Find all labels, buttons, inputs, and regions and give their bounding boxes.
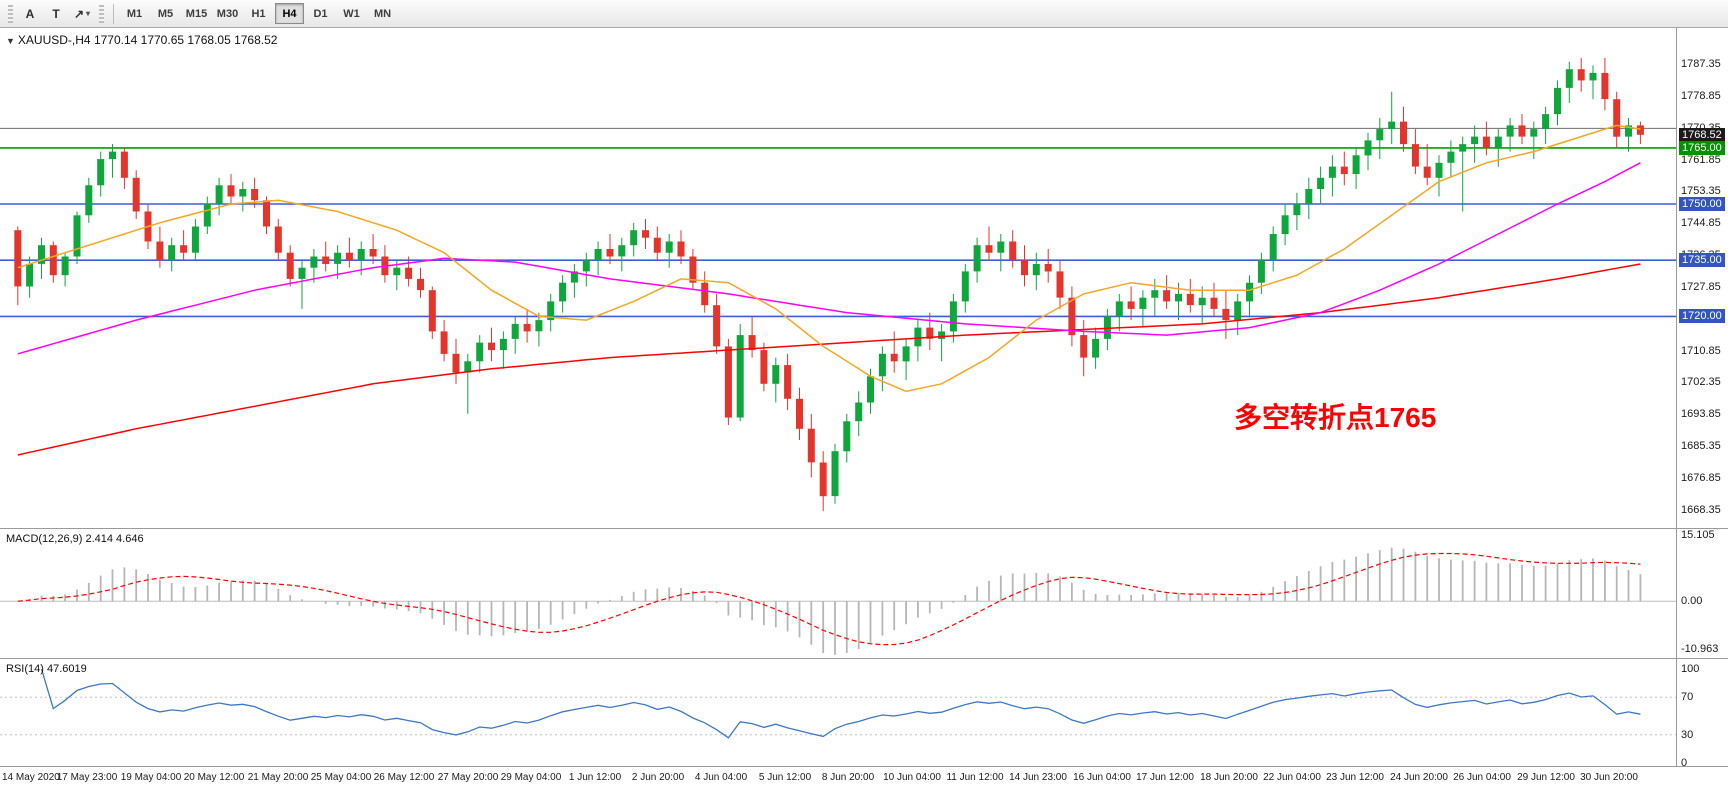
time-axis-label: 17 May 23:00 — [56, 772, 118, 783]
time-axis-label: 5 Jun 12:00 — [758, 772, 812, 783]
main-candlestick-plot[interactable] — [0, 28, 1676, 528]
time-axis-label: 27 May 20:00 — [437, 772, 499, 783]
axis-tick-label: -10.963 — [1681, 643, 1719, 655]
chart-symbol-period: XAUUSD-,H4 — [17, 33, 91, 47]
panel-divider[interactable] — [0, 658, 1728, 659]
axis-tick-label: 1710.85 — [1681, 345, 1721, 357]
time-axis-label: 16 Jun 04:00 — [1073, 772, 1131, 783]
timeframe-button-m5[interactable]: M5 — [157, 7, 174, 20]
axis-tick-label: 30 — [1681, 729, 1694, 741]
macd-indicator-plot[interactable] — [0, 529, 1676, 658]
timeframe-button-d1[interactable]: D1 — [313, 7, 328, 20]
time-axis-label: 18 Jun 20:00 — [1200, 772, 1258, 783]
arrow-draw-tool[interactable]: ↗ ▾ — [73, 6, 91, 21]
chart-title: ▼ XAUUSD-,H4 1770.14 1770.65 1768.05 1768… — [6, 33, 277, 47]
time-axis-label: 19 May 04:00 — [120, 772, 182, 783]
timeframe-button-m15[interactable]: M15 — [185, 7, 208, 20]
price-badge-1720.00: 1720.00 — [1679, 309, 1725, 323]
time-axis-label: 2 Jun 20:00 — [631, 772, 685, 783]
time-axis-label: 4 Jun 04:00 — [694, 772, 748, 783]
time-axis-label: 24 Jun 20:00 — [1390, 772, 1448, 783]
time-axis-label: 10 Jun 04:00 — [883, 772, 941, 783]
text-tool[interactable]: T — [52, 6, 60, 21]
time-axis-label: 20 May 12:00 — [183, 772, 245, 783]
time-axis-label: 14 Jun 23:00 — [1009, 772, 1067, 783]
axis-tick-label: 1727.85 — [1681, 281, 1721, 293]
toolbar-separator — [113, 3, 114, 24]
axis-tick-label: 1753.35 — [1681, 185, 1721, 197]
symbol-menu-arrow-icon[interactable]: ▼ — [6, 36, 15, 46]
time-axis-label: 29 Jun 12:00 — [1517, 772, 1575, 783]
rsi-label: RSI(14) 47.6019 — [6, 663, 87, 675]
toolbar-grip-icon[interactable] — [8, 4, 13, 23]
timeframe-button-m30[interactable]: M30 — [216, 7, 239, 20]
time-axis-label: 30 Jun 20:00 — [1580, 772, 1638, 783]
chart-area: ▼ XAUUSD-,H4 1770.14 1770.65 1768.05 1768… — [0, 28, 1728, 794]
timeframe-button-m1[interactable]: M1 — [126, 7, 143, 20]
toolbar-grip-icon[interactable] — [99, 4, 104, 23]
time-axis-label: 26 Jun 04:00 — [1453, 772, 1511, 783]
price-axis-divider — [1676, 28, 1677, 767]
axis-tick-label: 1778.85 — [1681, 90, 1721, 102]
timeframe-button-w1[interactable]: W1 — [343, 7, 360, 20]
time-axis[interactable]: 14 May 2020 17 May 23:00 19 May 04:00 20 Ma… — [0, 767, 1676, 794]
time-axis-label: 11 Jun 12:00 — [946, 772, 1004, 783]
axis-tick-label: 1693.85 — [1681, 408, 1721, 420]
panel-divider[interactable] — [0, 528, 1728, 529]
time-axis-label: 29 May 04:00 — [500, 772, 562, 783]
axis-tick-label: 100 — [1681, 663, 1700, 675]
time-axis-label: 26 May 12:00 — [373, 772, 435, 783]
axis-tick-label: 1761.85 — [1681, 154, 1721, 166]
chart-ohlc-values: 1770.14 1770.65 1768.05 1768.52 — [93, 33, 278, 47]
axis-tick-label: 1668.35 — [1681, 504, 1721, 516]
axis-tick-label: 1787.35 — [1681, 58, 1721, 70]
price-badge-1750.00: 1750.00 — [1679, 197, 1725, 211]
axis-tick-label: 1744.85 — [1681, 217, 1721, 229]
top-toolbar: A T ↗ ▾ M1 M5 M15 M30 H1 H4 D1 W1 MN — [0, 0, 1728, 28]
price-badge-1765.00: 1765.00 — [1679, 141, 1725, 155]
rsi-indicator-plot[interactable] — [0, 659, 1676, 766]
axis-tick-label: 0 — [1681, 757, 1688, 769]
chart-annotation-text[interactable]: 多空转折点1765 — [1234, 402, 1437, 433]
time-axis-label: 17 Jun 12:00 — [1136, 772, 1194, 783]
time-axis-label: 25 May 04:00 — [310, 772, 372, 783]
timeframe-button-mn[interactable]: MN — [373, 7, 392, 20]
dropdown-arrow-icon[interactable]: ▾ — [86, 9, 91, 18]
time-axis-label: 21 May 20:00 — [247, 772, 309, 783]
axis-tick-label: 1676.85 — [1681, 472, 1721, 484]
axis-tick-label: 1685.35 — [1681, 440, 1721, 452]
time-axis-label: 22 Jun 04:00 — [1263, 772, 1321, 783]
axis-tick-label: 0.00 — [1681, 595, 1703, 607]
macd-label: MACD(12,26,9) 2.414 4.646 — [6, 533, 144, 545]
timeframe-button-h4[interactable]: H4 — [275, 3, 304, 24]
time-axis-label: 1 Jun 12:00 — [568, 772, 622, 783]
axis-tick-label: 1702.35 — [1681, 376, 1721, 388]
text-label-tool[interactable]: A — [25, 6, 35, 21]
price-badge-1735.00: 1735.00 — [1679, 253, 1725, 267]
time-axis-label: 14 May 2020 — [2, 772, 60, 783]
timeframe-group: M1 M5 M15 M30 H1 H4 D1 W1 MN — [119, 3, 398, 24]
time-axis-label: 8 Jun 20:00 — [821, 772, 875, 783]
axis-tick-label: 15.105 — [1681, 529, 1715, 541]
panel-divider — [0, 766, 1728, 767]
axis-tick-label: 70 — [1681, 691, 1694, 703]
price-badge-1768.52: 1768.52 — [1679, 128, 1725, 142]
price-axis[interactable]: 1787.351778.851770.351761.851753.351744.… — [1679, 28, 1728, 794]
drawing-tools-group: A T ↗ ▾ — [17, 3, 95, 25]
timeframe-button-h1[interactable]: H1 — [251, 7, 266, 20]
time-axis-label: 23 Jun 12:00 — [1326, 772, 1384, 783]
